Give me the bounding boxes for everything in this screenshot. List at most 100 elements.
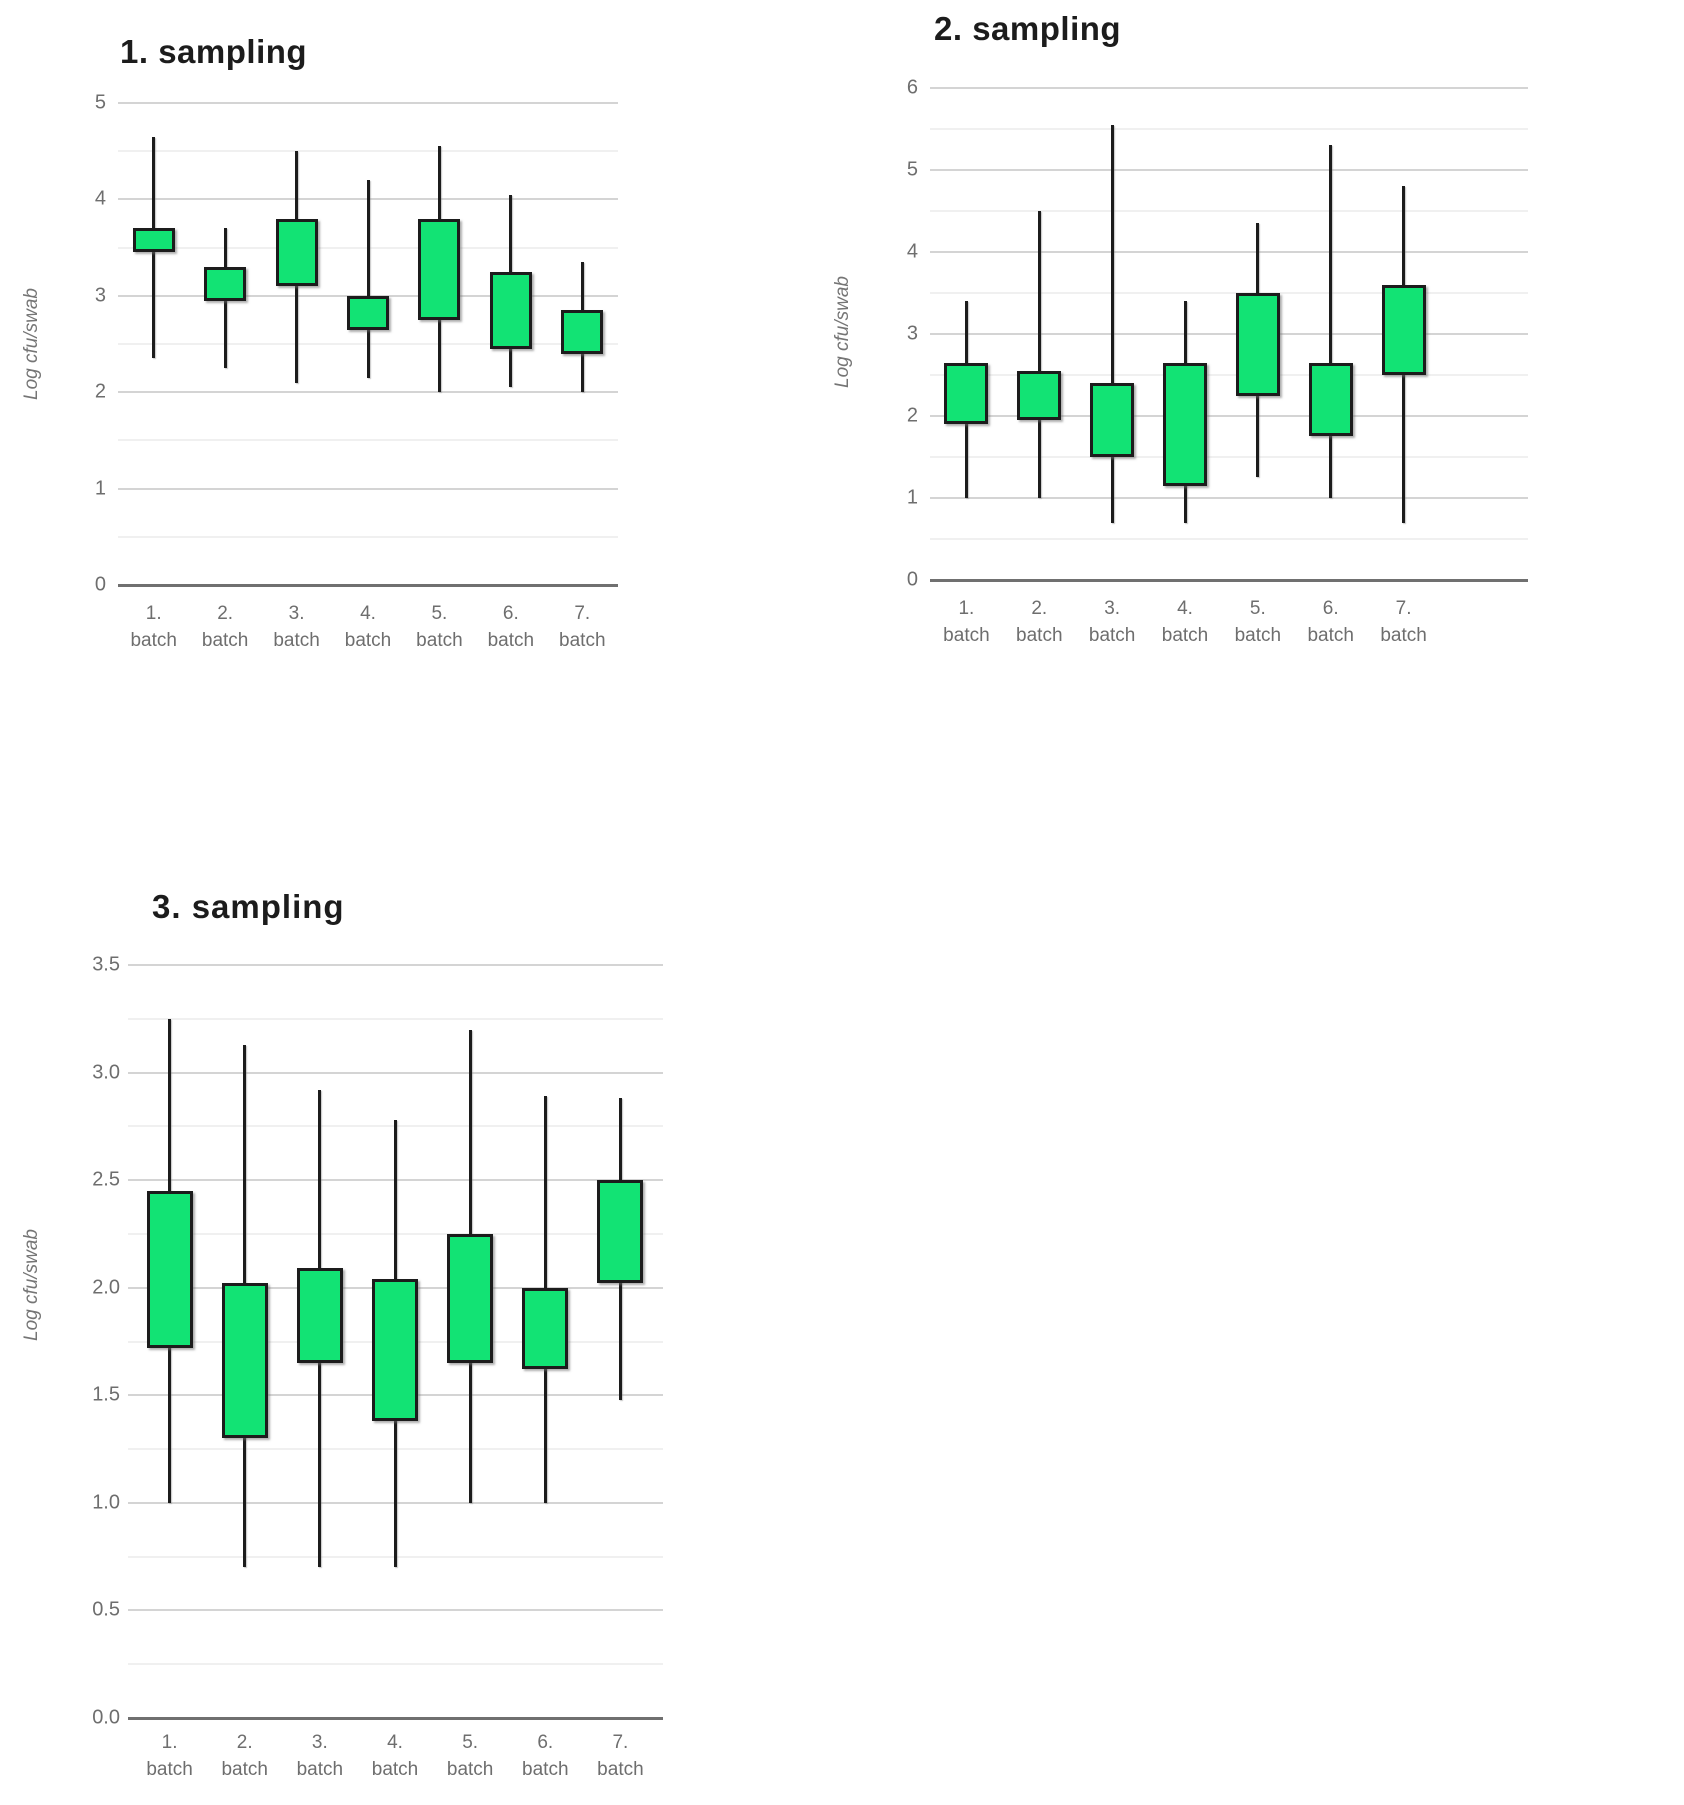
candle-box xyxy=(275,218,318,287)
x-tick-label-word: batch xyxy=(597,1759,644,1780)
x-tick-label-number: 5. xyxy=(462,1732,479,1753)
candle-box xyxy=(944,362,989,425)
candle-box xyxy=(221,1283,268,1439)
gridline xyxy=(128,1663,663,1666)
x-tick-label-word: batch xyxy=(487,630,535,651)
x-tick-label-word: batch xyxy=(371,1759,419,1780)
gridline xyxy=(118,391,618,394)
chart-2-title: 2. sampling xyxy=(934,10,1122,47)
x-tick-label-number: 5. xyxy=(431,603,448,624)
gridline xyxy=(930,169,1528,171)
x-tick-label-word: batch xyxy=(559,630,606,651)
x-tick-label-number: 6. xyxy=(1322,598,1339,619)
gridline xyxy=(128,1017,663,1020)
x-tick-label-number: 7. xyxy=(612,1732,629,1753)
y-tick-label: 4 xyxy=(94,187,106,210)
y-tick-label: 0 xyxy=(906,568,918,591)
gridline xyxy=(118,150,618,153)
candle-box xyxy=(561,310,604,354)
y-tick-label: 0.5 xyxy=(92,1598,120,1621)
x-tick-label-number: 7. xyxy=(1395,598,1412,619)
candle-whisker xyxy=(1329,145,1333,498)
gridline xyxy=(930,538,1528,540)
y-tick-label: 2.0 xyxy=(92,1276,120,1299)
x-tick-label-word: batch xyxy=(1234,625,1282,646)
x-tick-label-number: 3. xyxy=(1104,598,1121,619)
candle-whisker xyxy=(1037,211,1041,498)
chart-3-title: 3. sampling xyxy=(152,888,345,925)
x-tick-label-number: 1. xyxy=(958,598,975,619)
candle-box xyxy=(489,271,532,349)
x-tick-label-word: batch xyxy=(344,630,392,651)
x-tick-label-number: 5. xyxy=(1249,598,1266,619)
x-tick-label-word: batch xyxy=(1161,625,1209,646)
gridline xyxy=(118,439,618,442)
gridline xyxy=(128,1717,663,1720)
gridline xyxy=(930,333,1528,335)
candle-box xyxy=(146,1190,193,1348)
gridline xyxy=(930,374,1528,376)
candle-whisker xyxy=(1110,124,1114,523)
candle-box xyxy=(418,218,461,320)
x-tick-label-word: batch xyxy=(522,1759,569,1780)
x-tick-label-number: 1. xyxy=(145,603,162,624)
y-tick-label: 4 xyxy=(906,240,918,263)
gridline xyxy=(128,1071,663,1074)
x-tick-label-word: batch xyxy=(146,1759,193,1780)
y-tick-label: 1 xyxy=(906,486,918,509)
gridline xyxy=(118,102,618,104)
y-tick-label: 1 xyxy=(94,477,106,500)
gridline xyxy=(128,964,663,966)
x-tick-label-word: batch xyxy=(943,625,990,646)
x-tick-label-number: 7. xyxy=(574,603,591,624)
gridline xyxy=(118,535,618,538)
candle-box xyxy=(1017,370,1062,421)
y-tick-label: 2 xyxy=(906,404,918,427)
x-tick-label-number: 6. xyxy=(502,603,519,624)
y-tick-label: 3.0 xyxy=(92,1061,120,1084)
x-tick-label-number: 3. xyxy=(311,1732,328,1753)
y-tick-label: 3 xyxy=(94,284,106,307)
gridline xyxy=(930,251,1528,253)
candle-box xyxy=(1235,293,1280,396)
y-tick-label: 5 xyxy=(906,158,918,181)
y-tick-label: 3 xyxy=(906,322,918,345)
x-tick-label-number: 3. xyxy=(288,603,305,624)
x-tick-label-word: batch xyxy=(416,630,463,651)
x-tick-label-word: batch xyxy=(221,1759,268,1780)
x-tick-label-number: 4. xyxy=(1177,598,1193,619)
candle-box xyxy=(132,228,175,253)
x-tick-label-word: batch xyxy=(201,630,249,651)
candle-box xyxy=(372,1279,418,1422)
gridline xyxy=(118,487,618,490)
x-tick-label-number: 1. xyxy=(161,1732,178,1753)
x-tick-label-number: 2. xyxy=(217,603,234,624)
gridline xyxy=(930,497,1528,499)
x-tick-label-number: 2. xyxy=(1031,598,1048,619)
candle-box xyxy=(1308,362,1353,437)
candle-box xyxy=(597,1180,644,1284)
y-tick-label: 0 xyxy=(94,573,106,596)
chart-1-title: 1. sampling xyxy=(120,33,308,70)
gridline xyxy=(128,1609,663,1612)
y-tick-label: 0.0 xyxy=(92,1706,120,1729)
x-tick-label-number: 4. xyxy=(387,1732,403,1753)
x-tick-label-number: 6. xyxy=(537,1732,554,1753)
gridline xyxy=(930,128,1528,130)
gridline xyxy=(930,87,1528,89)
x-tick-label-word: batch xyxy=(130,630,177,651)
x-tick-label-word: batch xyxy=(1088,625,1136,646)
candle-box xyxy=(204,266,247,301)
candle-box xyxy=(447,1233,494,1363)
gridline xyxy=(930,210,1528,212)
x-tick-label-word: batch xyxy=(296,1759,344,1780)
gridline xyxy=(930,292,1528,294)
x-tick-label-word: batch xyxy=(1307,625,1354,646)
x-tick-label-word: batch xyxy=(446,1759,494,1780)
y-tick-label: 1.5 xyxy=(92,1383,120,1406)
y-tick-label: 3.5 xyxy=(92,953,120,976)
candle-box xyxy=(522,1287,569,1370)
